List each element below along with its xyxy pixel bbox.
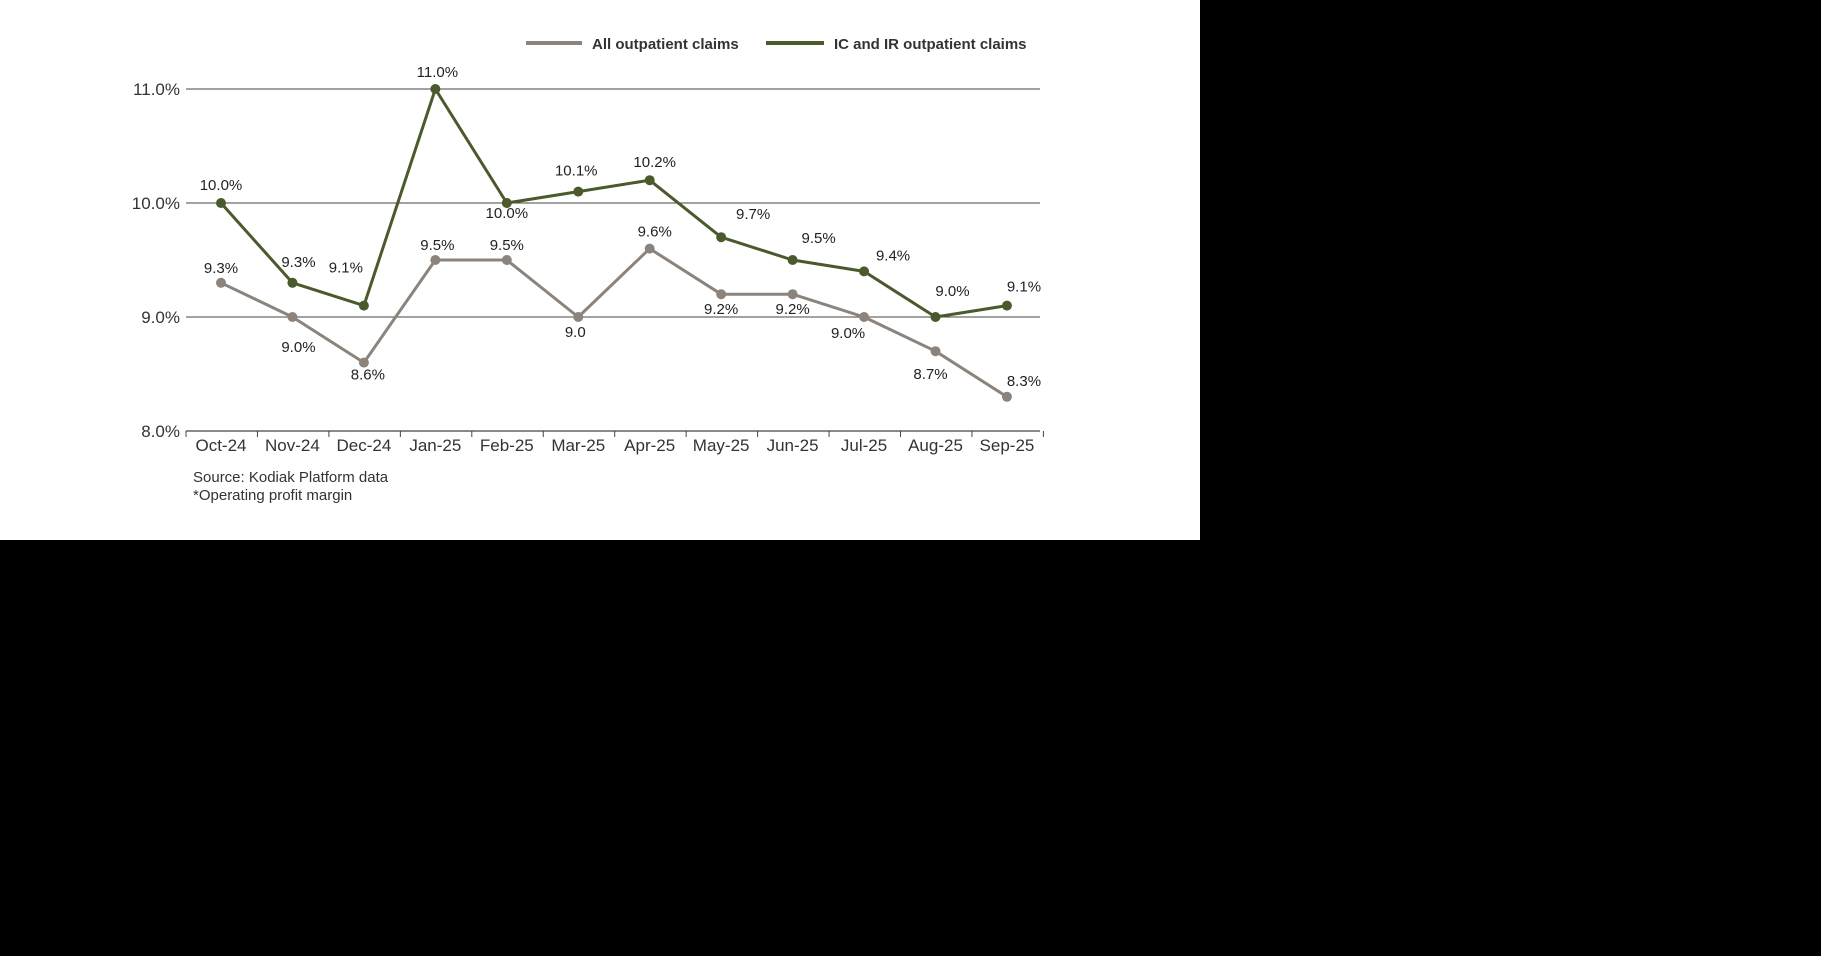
x-tick-label: Jul-25 [841,436,887,455]
data-label: 10.1% [555,163,598,180]
data-label: 9.1% [329,260,363,277]
data-point [716,289,727,300]
x-tick-label: Nov-24 [265,436,320,455]
axes: 8.0% 9.0% 10.0% 11.0% Oct-24 Nov-24 Dec-24 Jan-… [132,80,1044,455]
data-label: 9.6% [638,224,672,241]
chart-panel: All outpatient claims IC and IR outpatien… [0,0,1200,540]
data-label: 9.5% [490,237,524,254]
data-point [716,232,727,243]
data-label: 10.0% [200,177,243,194]
x-tick-label: Dec-24 [336,436,391,455]
data-label: 9.0% [831,325,865,342]
x-tick-label: Feb-25 [480,436,534,455]
data-label: 9.2% [704,301,738,318]
data-label: 9.0% [935,283,969,300]
data-point [859,312,870,322]
x-tick-label: Apr-25 [624,436,675,455]
data-point [930,312,941,322]
footnote: *Operating profit margin [193,487,353,504]
data-point [644,243,655,254]
data-label: 9.3% [281,254,315,271]
x-tick-label: Aug-25 [908,436,963,455]
legend: All outpatient claims IC and IR outpatien… [526,36,1027,53]
data-label: 9.7% [736,206,770,223]
x-tick-label: Oct-24 [195,436,246,455]
data-label: 8.7% [913,366,947,383]
line-chart: All outpatient claims IC and IR outpatien… [132,36,1044,455]
x-tick-label: May-25 [693,436,750,455]
data-label: 9.1% [1007,279,1041,296]
data-point [573,312,584,322]
data-point [358,300,369,311]
data-point [644,175,655,186]
source-note: Source: Kodiak Platform data [193,469,389,486]
data-point [430,84,441,94]
data-label: 9.5% [420,237,454,254]
data-label: 9.5% [801,230,835,247]
data-point [573,186,584,197]
x-tick-label: Sep-25 [980,436,1035,455]
data-label: 9.0% [281,339,315,356]
data-point [430,255,441,265]
y-tick-label: 9.0% [141,308,180,327]
data-point [216,198,226,208]
data-point [1001,391,1012,402]
series-line-all-outpatient [220,247,1008,399]
y-tick-label: 8.0% [141,422,180,441]
data-point [1001,300,1012,311]
data-label: 11.0% [417,64,458,81]
data-point [787,289,798,300]
y-tick-label: 11.0% [133,80,180,99]
series-layer: 9.3% 9.0% 8.6% 9.5% 9.5% 9.0 9.6% 9.2% 9.2% 9.0% 8… [200,64,1041,402]
data-label: 10.2% [633,154,676,171]
x-tick-label: Jan-25 [409,436,461,455]
data-label: 9.0 [565,324,586,341]
data-point [287,312,298,322]
data-point [930,346,941,357]
data-label: 8.3% [1007,373,1041,390]
data-label: 10.0% [486,205,529,222]
gridlines [186,88,1040,318]
legend-label: IC and IR outpatient claims [834,36,1027,53]
data-point [787,255,798,265]
data-label: 9.3% [204,260,238,277]
data-point [859,266,870,277]
legend-label: All outpatient claims [592,36,739,53]
data-point [358,357,369,368]
data-point [216,277,226,288]
x-tick-label: Jun-25 [767,436,819,455]
y-tick-label: 10.0% [132,194,180,213]
data-point [501,198,512,208]
data-label: 9.2% [775,301,809,318]
data-label: 8.6% [351,367,385,384]
x-tick-label: Mar-25 [551,436,605,455]
series-line-ic-ir-outpatient [219,87,1008,319]
data-label: 9.4% [876,247,910,264]
data-point [501,255,512,265]
data-point [287,277,298,288]
